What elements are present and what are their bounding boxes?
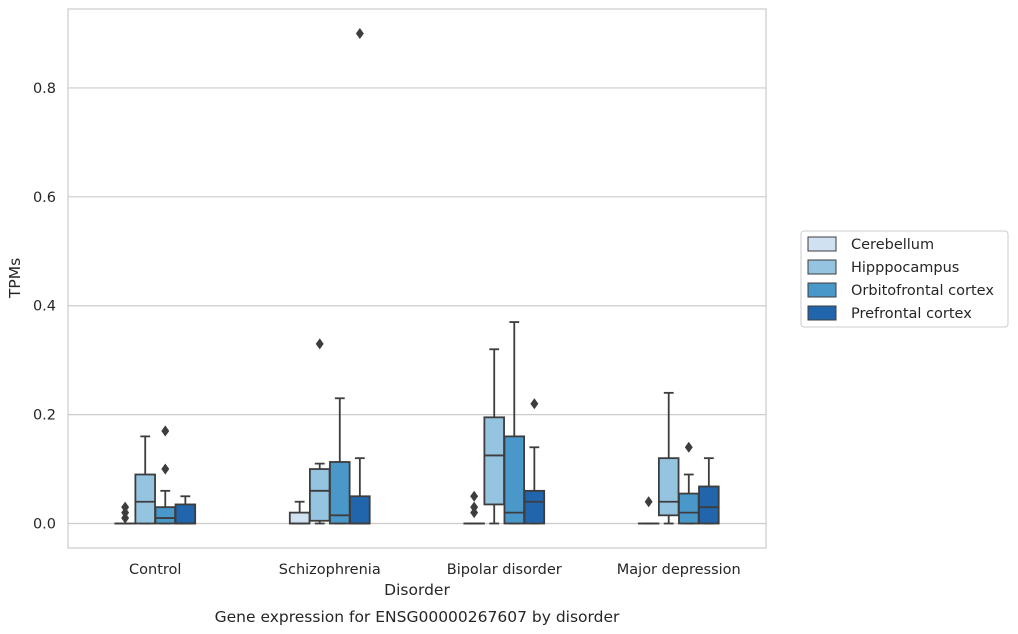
y-axis-ticks: 0.0 0.2 0.4 0.6 0.8 [33, 81, 56, 533]
box-group [637, 496, 660, 525]
legend-swatch [807, 305, 837, 321]
box-iqr [288, 511, 311, 525]
box-plot-marks [114, 27, 720, 525]
box-group [698, 457, 720, 525]
x-tick-label: Major depression [617, 562, 741, 578]
outlier-point [161, 425, 170, 437]
outlier-point [315, 338, 324, 350]
box-group [134, 435, 156, 525]
box-iqr [503, 435, 526, 525]
box-group [154, 425, 177, 525]
box-iqr [349, 495, 371, 525]
outlier-point [470, 490, 479, 502]
x-tick-label: Bipolar disorder [447, 562, 562, 578]
box-group [349, 27, 371, 525]
legend-swatch [807, 236, 837, 252]
box-group [678, 441, 700, 525]
outlier-point [530, 398, 539, 410]
y-tick-label: 0.2 [33, 408, 56, 424]
outlier-point [684, 441, 693, 453]
outlier-point [161, 463, 170, 475]
box-iqr [657, 457, 680, 517]
box-group [503, 321, 526, 525]
box-iqr [174, 503, 197, 525]
x-tick-label: Control [129, 562, 181, 578]
box-iqr [329, 461, 351, 525]
box-group [174, 495, 197, 525]
box-group [288, 500, 311, 525]
figure-caption: Gene expression for ENSG00000267607 by d… [215, 608, 620, 626]
box-iqr [523, 489, 546, 525]
x-axis-label: Disorder [384, 581, 450, 599]
legend-frame [800, 230, 1009, 328]
legend-label: Orbitofrontal cortex [851, 283, 994, 299]
box-group [657, 391, 680, 525]
box-iqr [308, 468, 331, 522]
x-tick-label: Schizophrenia [279, 562, 381, 578]
box-iqr [154, 506, 177, 525]
y-tick-label: 0.6 [33, 190, 56, 206]
outlier-point [355, 27, 364, 40]
box-group [463, 490, 485, 525]
legend: Cerebellum Hipppocampus Orbitofrontal cort… [800, 230, 1009, 328]
x-axis-ticks: Control Schizophrenia Bipolar disorder Majo… [129, 562, 741, 578]
legend-label: Cerebellum [851, 237, 934, 253]
y-tick-label: 0.0 [33, 517, 56, 533]
y-axis-label: TPMs [6, 258, 24, 299]
box-group [523, 398, 546, 525]
legend-swatch [807, 282, 837, 298]
box-group [308, 338, 331, 525]
legend-label: Prefrontal cortex [851, 306, 972, 322]
box-iqr [678, 492, 700, 525]
outlier-point [644, 496, 653, 508]
plot-area-frame [67, 8, 767, 549]
box-group [329, 397, 351, 525]
legend-label: Hipppocampus [851, 260, 959, 276]
box-iqr [698, 485, 720, 525]
box-iqr [483, 416, 505, 506]
outlier-point [470, 501, 479, 513]
legend-swatch [807, 259, 837, 275]
box-iqr [134, 473, 156, 525]
y-tick-label: 0.4 [33, 299, 56, 315]
outlier-point [121, 501, 130, 513]
box-group [114, 501, 136, 525]
y-tick-label: 0.8 [33, 81, 56, 97]
